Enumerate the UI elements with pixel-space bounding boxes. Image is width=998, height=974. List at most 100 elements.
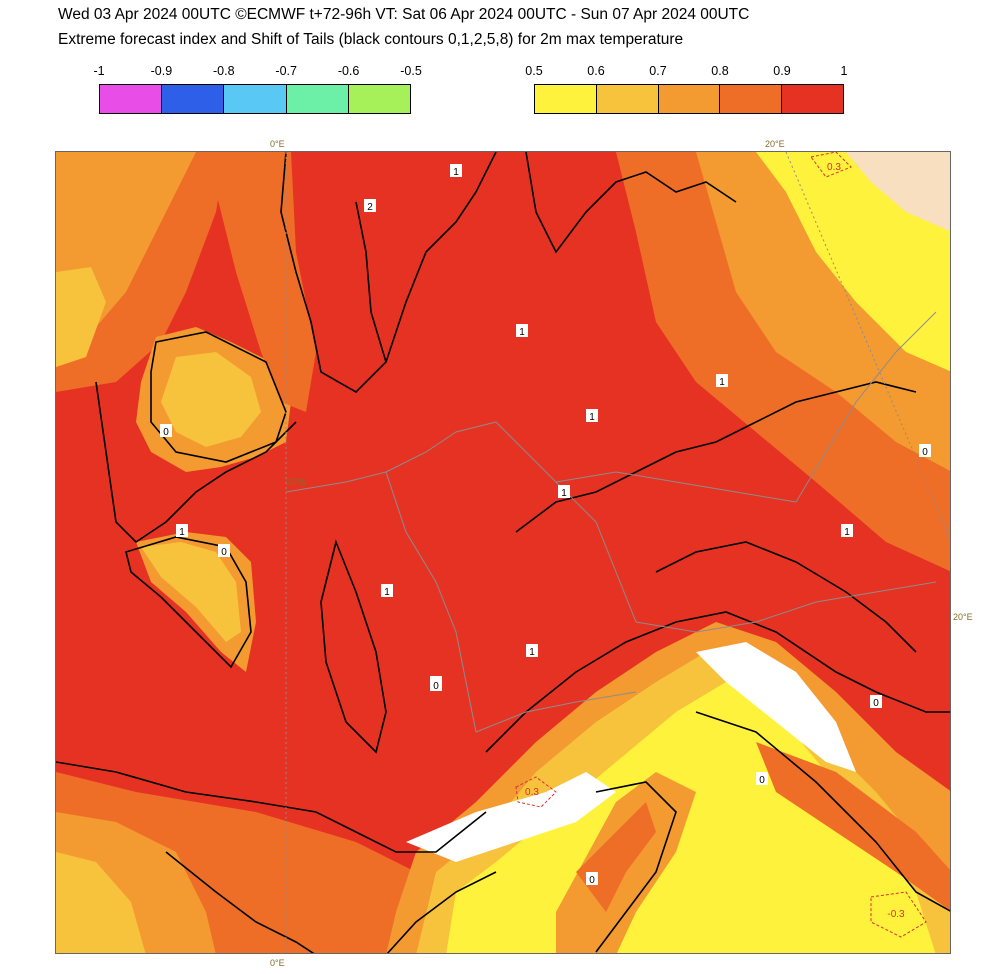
meridian-label-right-20: 20°E: [953, 612, 973, 622]
efi-region-northeast-cream: [846, 152, 950, 232]
legend-swatch: [162, 85, 225, 113]
efi-region-mediterranean-yellow: [446, 682, 936, 953]
border-line: [635, 581, 937, 633]
efi-map-canvas: 1 2 0 1 1 1 1 1 0 1 1 0 0 0 0 1 0.3 0.3 …: [56, 152, 950, 953]
contour-label: 0: [756, 772, 768, 786]
contour-label: 1: [516, 324, 528, 338]
negative-legend-colorbar: [99, 84, 411, 114]
legend-tick: 0.7: [649, 64, 667, 78]
contour-label-text: 1: [719, 377, 725, 388]
shift-of-tails-contours: [56, 152, 950, 953]
contour-label-text: 0: [221, 547, 227, 558]
contour-line: [320, 539, 387, 754]
contour-label: -0.3: [887, 909, 905, 920]
border-line: [475, 691, 637, 733]
contour-line: [95, 381, 297, 544]
contour-line: [56, 761, 487, 853]
contour-label-text: 0: [759, 775, 765, 786]
contour-line: [386, 871, 497, 953]
legend-swatch: [596, 85, 659, 113]
legend-tick: -0.9: [150, 64, 173, 78]
contour-line: [515, 381, 917, 533]
contour-line: [695, 711, 950, 912]
contour-label: 1: [381, 584, 393, 598]
efi-map: 1 2 0 1 1 1 1 1 0 1 1 0 0 0 0 1 0.3 0.3 …: [55, 151, 951, 954]
efi-region-balkans-white: [696, 642, 856, 772]
contour-label-text: 1: [844, 527, 850, 538]
legend-swatch: [100, 85, 163, 113]
contour-label: 0.3: [827, 162, 841, 173]
border-line: [555, 471, 797, 503]
meridian-label-top-20: 20°E: [765, 139, 785, 149]
contour-label-text: 0: [922, 447, 928, 458]
contour-label: 0: [218, 544, 230, 558]
negative-contour-line: [515, 776, 557, 808]
contour-label-text: 0: [873, 698, 879, 709]
positive-efi-legend: 0.5 0.6 0.7 0.8 0.9 1: [525, 64, 847, 114]
contour-label: 1: [450, 164, 462, 178]
legend-swatch: [782, 85, 843, 113]
contour-label-text: 1: [179, 527, 185, 538]
contour-line: [150, 331, 287, 463]
legend-swatch: [658, 85, 721, 113]
positive-legend-colorbar: [534, 84, 844, 114]
meridian-label-bottom-0: 0°E: [270, 958, 285, 968]
contour-line: [165, 851, 315, 953]
legend-tick: -0.6: [337, 64, 360, 78]
contour-line: [595, 781, 677, 953]
contour-label-text: 1: [529, 647, 535, 658]
legend-tick: -0.7: [275, 64, 297, 78]
negative-efi-legend: -1 -0.9 -0.8 -0.7 -0.6 -0.5: [93, 64, 422, 114]
contour-line: [280, 152, 497, 393]
efi-region-amber-atlantic: [56, 267, 106, 367]
contour-label: 1: [716, 374, 728, 388]
contour-label: 1: [176, 524, 188, 538]
legend-tick: 0.6: [587, 64, 605, 78]
contour-line: [125, 536, 252, 669]
contour-label-text: 1: [589, 412, 595, 423]
positive-legend-ticks: 0.5 0.6 0.7 0.8 0.9 1: [525, 64, 847, 84]
efi-region-iberia-amber: [56, 852, 146, 953]
negative-contour-line: [810, 152, 852, 178]
efi-region-great-britain-inner: [161, 352, 261, 447]
legend-tick: -0.5: [400, 64, 422, 78]
efi-region-biscay-inner: [141, 542, 241, 642]
legend-tick: 0.8: [711, 64, 729, 78]
legend-swatch: [224, 85, 287, 113]
legend-tick: 0.5: [525, 64, 543, 78]
contour-label-text: 1: [561, 488, 567, 499]
legend-tick: 0.9: [773, 64, 791, 78]
negative-legend-ticks: -1 -0.9 -0.8 -0.7 -0.6 -0.5: [93, 64, 421, 84]
parallel-label-50n: 50°N: [286, 477, 306, 487]
contour-label: 1: [558, 485, 570, 499]
contour-label: 0: [430, 678, 442, 692]
border-line: [285, 421, 497, 493]
country-borders: [285, 152, 950, 953]
contour-label: 0: [160, 424, 172, 438]
title-line-1: Wed 03 Apr 2024 00UTC ©ECMWF t+72-96h VT…: [58, 6, 750, 23]
legend-swatch: [286, 85, 349, 113]
legend-swatch: [348, 85, 411, 113]
contour-line: [655, 541, 917, 653]
legend-swatch: [720, 85, 783, 113]
contour-label-text: 1: [519, 327, 525, 338]
legend-tick: 1: [840, 64, 848, 78]
legend-tick: -1: [93, 64, 105, 78]
border-line: [385, 471, 477, 733]
border-line: [795, 311, 937, 503]
contour-label: 0: [586, 872, 598, 886]
contour-label: 2: [364, 199, 376, 213]
legend-tick: -0.8: [213, 64, 235, 78]
contour-label-text: -0.3: [887, 909, 905, 920]
contour-label: 0: [870, 695, 882, 709]
contour-label-text: 1: [453, 167, 459, 178]
contour-label-text: 0: [163, 427, 169, 438]
contour-label: 0.3: [525, 787, 539, 798]
efi-region-alps-white: [406, 772, 616, 862]
contour-label-text: 0.3: [525, 787, 539, 798]
contour-label-text: 0: [589, 875, 595, 886]
negative-contours: [515, 152, 927, 938]
border-line: [495, 421, 637, 623]
efi-region-north-sea: [206, 152, 316, 412]
efi-region-balkan-streak: [756, 742, 950, 911]
